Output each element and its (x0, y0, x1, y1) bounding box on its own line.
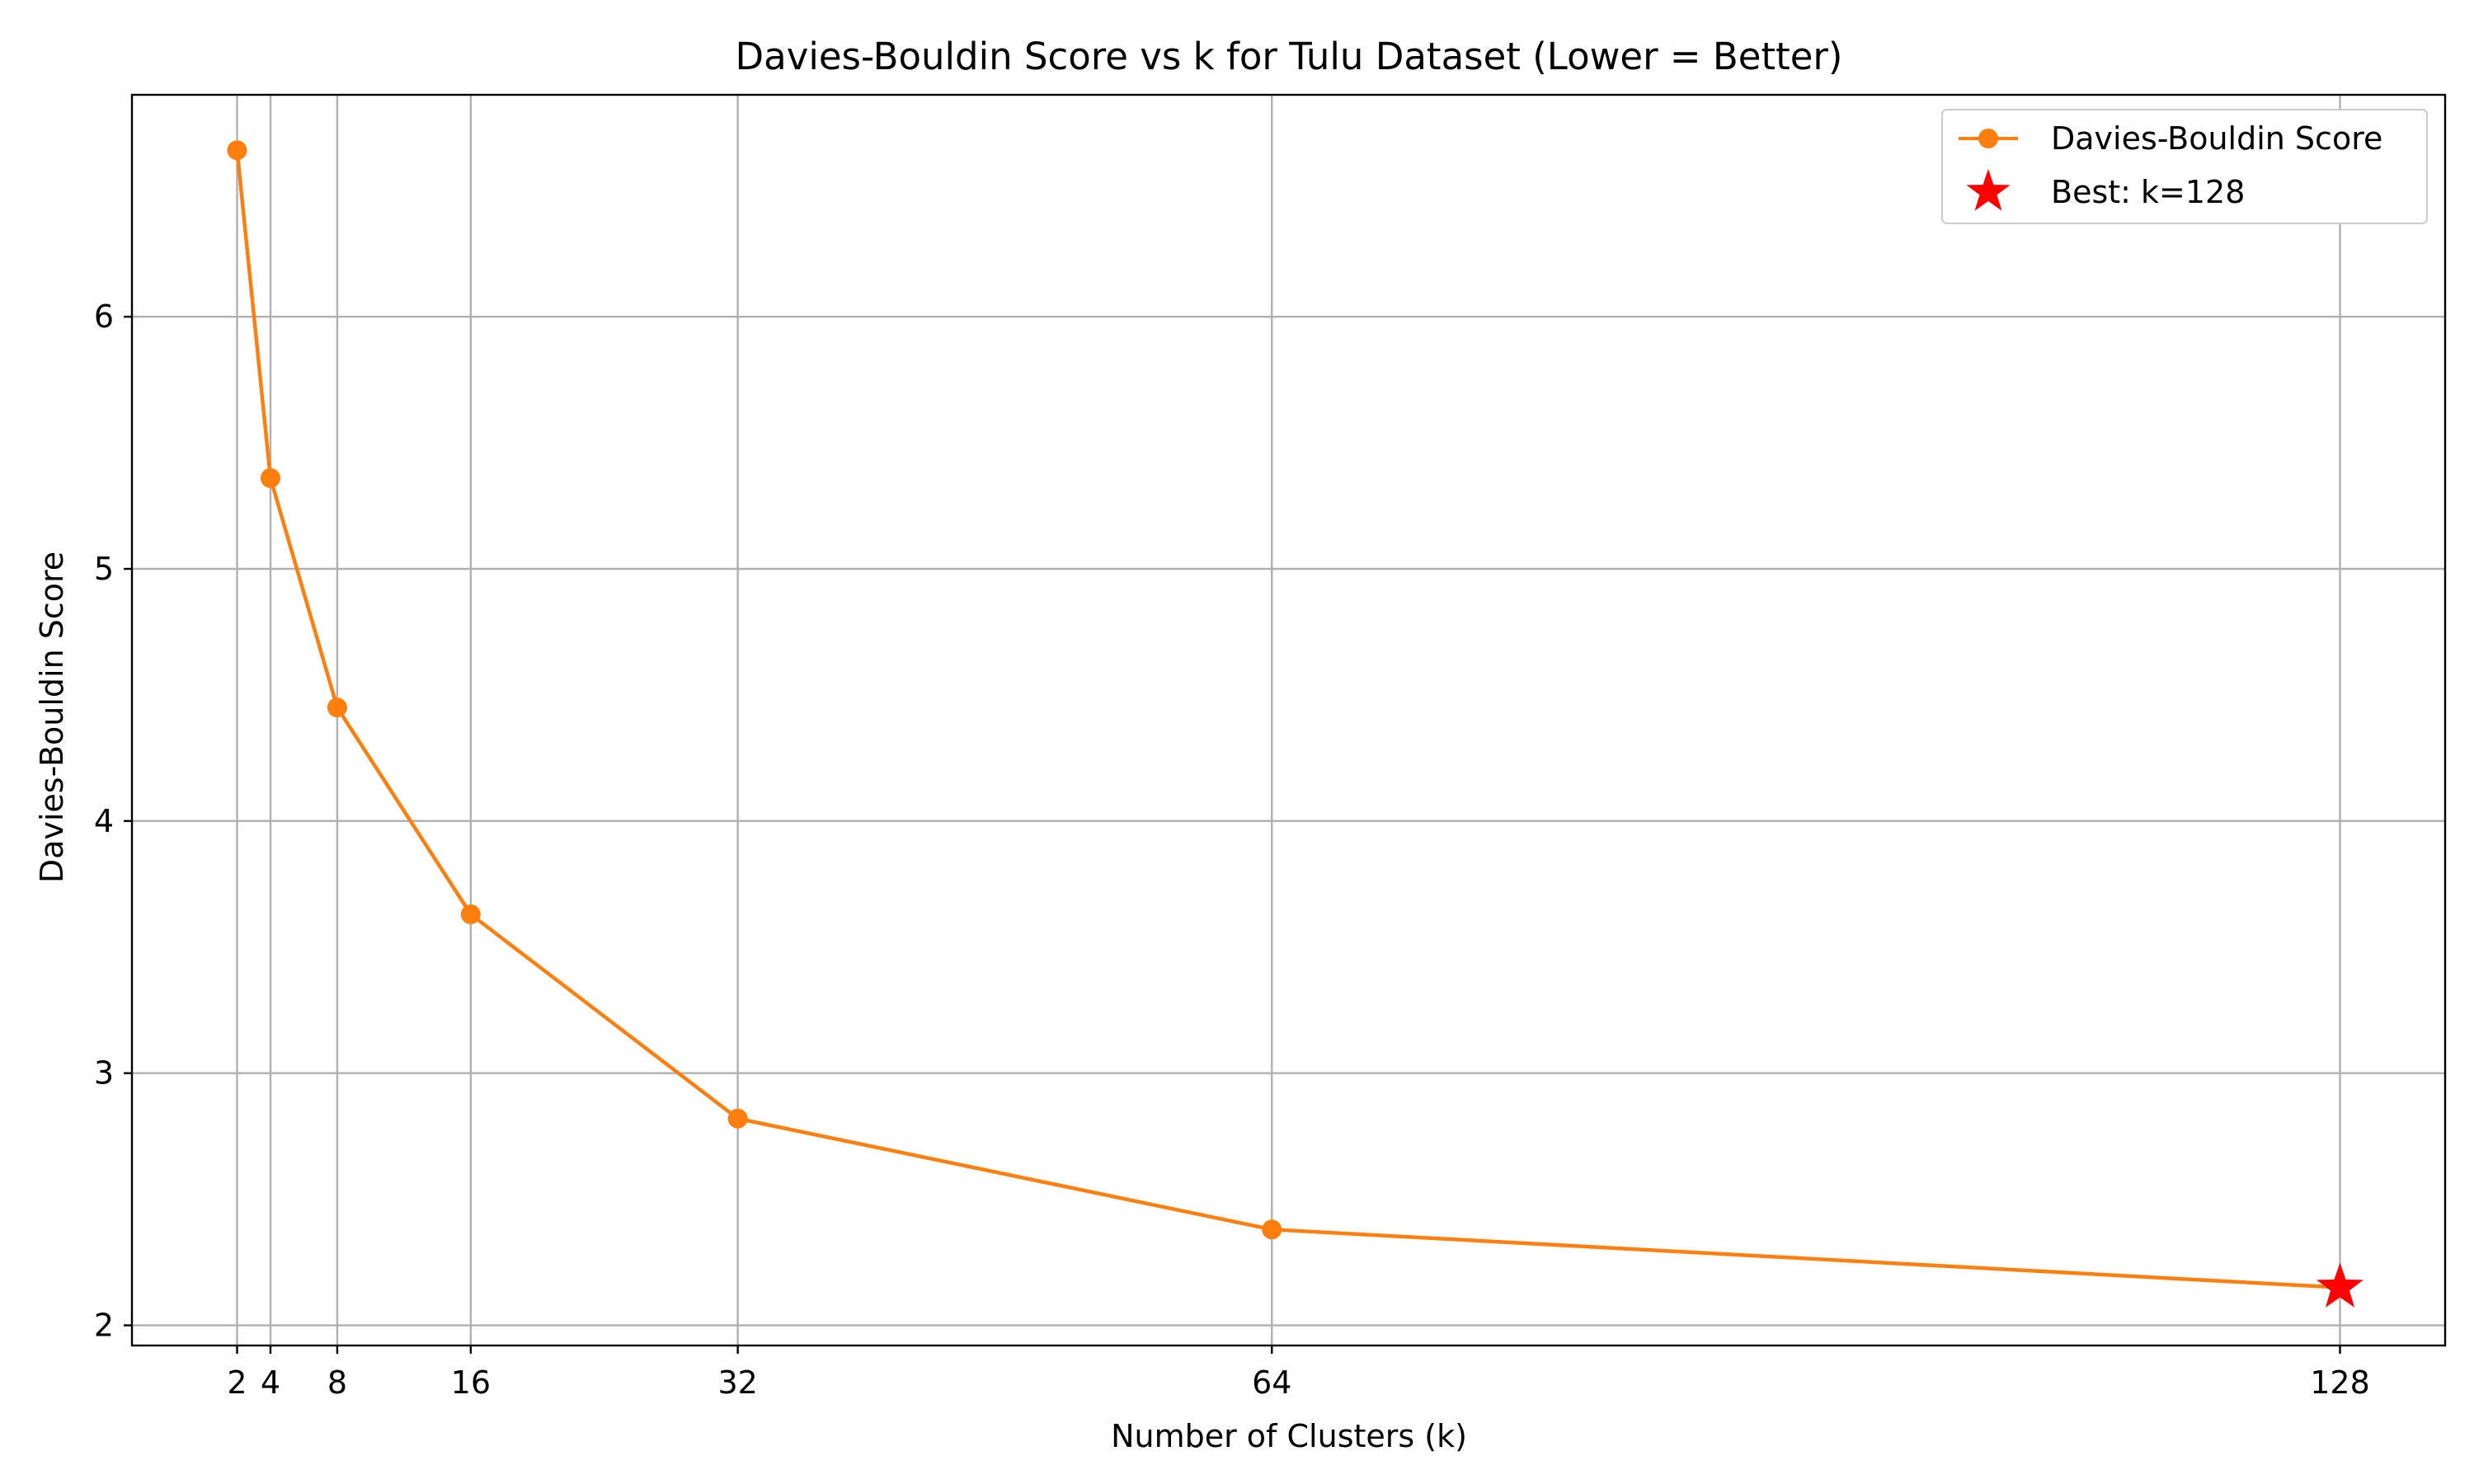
legend-entry-best: Best: k=128 (2051, 174, 2245, 210)
data-point (1262, 1219, 1282, 1240)
chart-title: Davies-Bouldin Score vs k for Tulu Datas… (736, 35, 1843, 78)
x-tick-label: 128 (2310, 1364, 2370, 1401)
x-tick-label: 64 (1252, 1364, 1291, 1401)
legend: Davies-Bouldin Score Best: k=128 (1941, 109, 2428, 224)
y-axis-label: Davies-Bouldin Score (34, 552, 70, 883)
data-point (260, 467, 280, 488)
y-tick-label: 6 (94, 298, 114, 335)
y-axis-ticks: 2 3 4 5 6 (94, 298, 132, 1344)
y-tick-label: 5 (94, 551, 114, 587)
x-tick-label: 2 (227, 1364, 247, 1401)
data-point (727, 1108, 748, 1129)
x-axis-ticks: 2 4 8 16 32 64 128 (227, 1345, 2370, 1401)
x-tick-label: 4 (261, 1364, 280, 1401)
legend-entry-series: Davies-Bouldin Score (2051, 120, 2382, 157)
y-tick-label: 4 (94, 803, 114, 839)
x-axis-label: Number of Clusters (k) (1111, 1418, 1467, 1454)
plot-frame (130, 93, 2447, 1347)
legend-star-marker-icon (1966, 169, 2011, 211)
data-point (227, 140, 247, 161)
x-tick-label: 8 (327, 1364, 347, 1401)
best-point-star (2316, 1262, 2364, 1308)
legend-circle-marker-icon (1978, 129, 1998, 148)
data-point (460, 904, 481, 925)
series-layer (227, 140, 2364, 1308)
y-tick-label: 2 (94, 1308, 114, 1344)
x-tick-label: 32 (717, 1364, 757, 1401)
data-point (327, 697, 347, 718)
grid-lines (132, 95, 2445, 1345)
x-tick-label: 16 (451, 1364, 491, 1401)
legend-frame (1941, 109, 2428, 224)
y-tick-label: 3 (94, 1055, 114, 1092)
